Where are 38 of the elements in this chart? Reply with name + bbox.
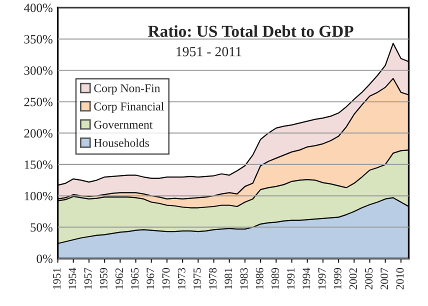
x-tick-label: 1991 (287, 268, 295, 289)
x-tick-label: 1954 (68, 268, 76, 289)
x-tick-label: 1997 (318, 268, 326, 289)
x-tick-label: 1973 (178, 268, 186, 289)
x-tick-label: 2002 (349, 268, 357, 290)
y-tick-label: 400% (24, 4, 52, 12)
x-tick-label: 2010 (396, 268, 404, 290)
legend-label: Corp Financial (94, 102, 164, 113)
legend-label: Corp Non-Fin (94, 84, 160, 95)
y-tick-label: 150% (24, 160, 52, 169)
x-tick-label: 2005 (365, 268, 373, 290)
x-tick-label: 1981 (224, 268, 232, 289)
legend-label: Households (94, 138, 149, 147)
x-tick-label: 1975 (193, 268, 201, 289)
y-tick-label: 0% (36, 254, 52, 264)
y-tick-label: 100% (24, 192, 52, 200)
x-tick-label: 1962 (115, 268, 123, 289)
y-tick-label: 300% (24, 66, 52, 75)
y-tick-label: 250% (24, 98, 52, 106)
x-tick-label: 1999 (334, 268, 342, 289)
x-tick-label: 1986 (256, 268, 264, 289)
x-tick-label: 1994 (302, 268, 310, 289)
x-tick-label: 1959 (100, 268, 108, 289)
x-tick-label: 1989 (271, 268, 279, 289)
y-tick-label: 200% (24, 129, 52, 138)
y-tick-label: 50% (30, 223, 52, 232)
y-tick-label: 350% (24, 35, 52, 44)
x-tick-label: 2007 (380, 268, 388, 290)
x-tick-label: 1951 (53, 268, 61, 289)
x-tick-label: 1970 (162, 268, 170, 289)
x-tick-label: 1978 (209, 268, 217, 289)
text: 1951 - 2011 (176, 46, 242, 56)
x-tick-label: 1983 (240, 268, 248, 289)
legend-label: Government (94, 120, 153, 129)
text: Ratio: US Total Debt to GDP (148, 25, 354, 38)
x-tick-label: 1967 (146, 268, 154, 289)
x-tick-label: 1957 (84, 268, 92, 289)
x-tick-label: 1965 (131, 268, 139, 289)
